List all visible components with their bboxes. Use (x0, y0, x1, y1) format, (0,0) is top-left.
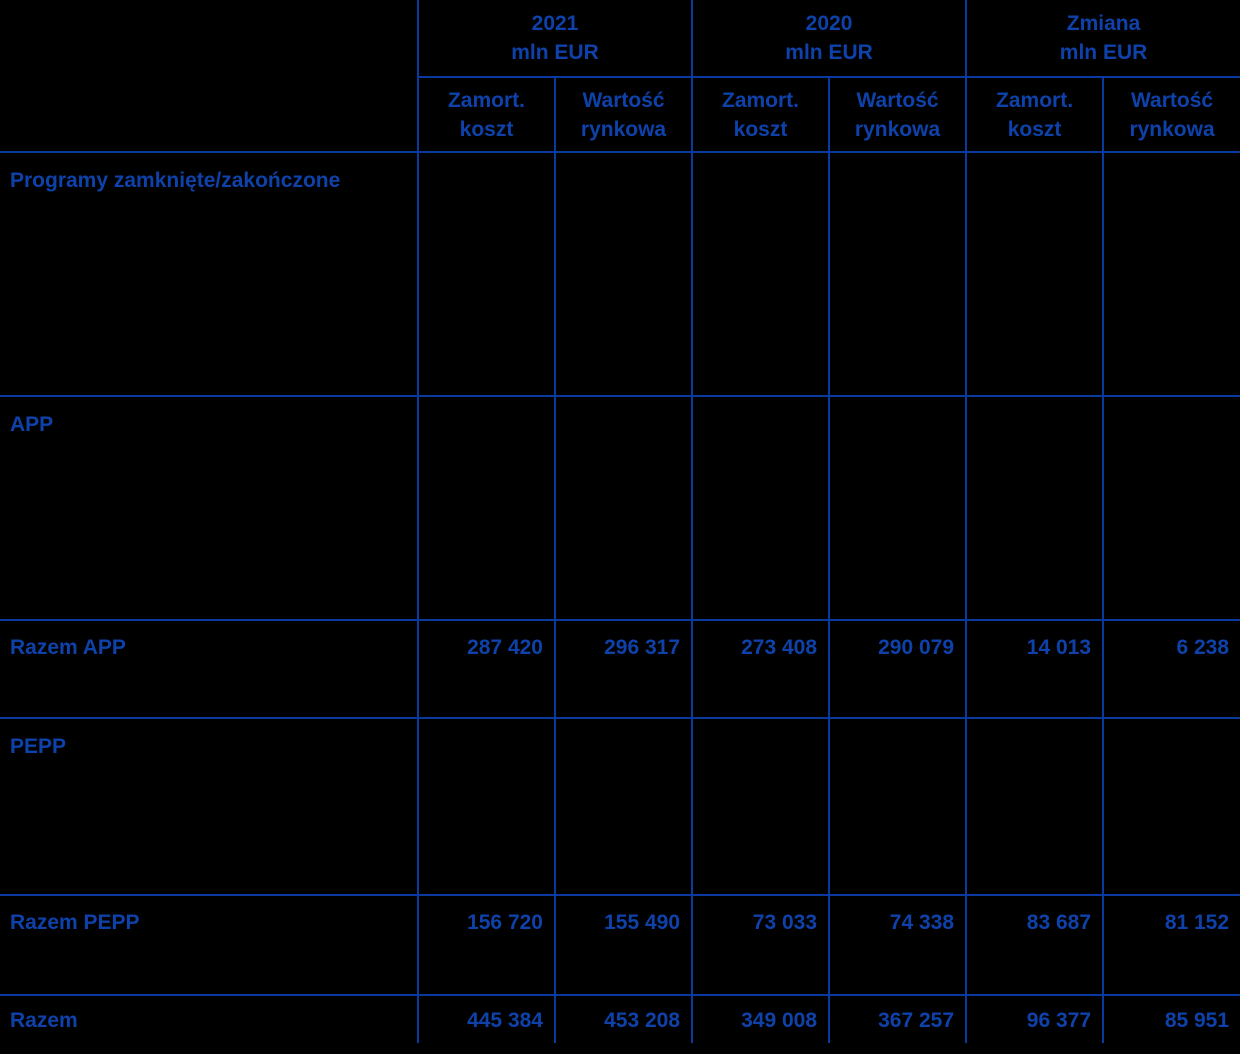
subheader-zamort-koszt: Zamort. koszt (965, 77, 1104, 153)
value-cell (691, 718, 830, 896)
subheader-line2: koszt (459, 117, 514, 141)
subheader-wartosc-rynkowa: Wartość rynkowa (553, 77, 693, 153)
subheader-zamort-koszt: Zamort. koszt (417, 77, 555, 153)
value-cell: 349 008 (691, 995, 830, 1043)
subheader-line2: rynkowa (580, 117, 667, 141)
value-cell (417, 718, 555, 896)
year-header-row: 2021 mln EUR 2020 mln EUR Zmiana mln EUR (0, 0, 1240, 153)
column-group-2020: 2020 mln EUR (691, 0, 967, 78)
group-unit: mln EUR (511, 41, 599, 64)
section-row-programy-zamkniete: Programy zamknięte/zakończone (0, 152, 1240, 397)
value-cell (965, 152, 1104, 397)
subheader-line2: rynkowa (854, 117, 941, 141)
subheader-row: Zamort. koszt Wartość rynkowa Zamort. ko… (0, 77, 1240, 153)
corner-cell (0, 0, 418, 153)
value-cell (1102, 396, 1240, 621)
group-unit: mln EUR (785, 41, 873, 64)
group-year: 2021 (531, 12, 579, 35)
group-year: Zmiana (1066, 12, 1141, 35)
subheader-line1: Wartość (856, 88, 939, 112)
row-label-razem: Razem (10, 1009, 78, 1032)
subheader-line2: koszt (1007, 117, 1062, 141)
value-cell: 290 079 (828, 620, 967, 719)
value-cell: 83 687 (965, 895, 1104, 996)
value-cell: 73 033 (691, 895, 830, 996)
value-cell (553, 718, 693, 896)
value-cell (691, 396, 830, 621)
value-cell (965, 718, 1104, 896)
value-cell: 85 951 (1102, 995, 1240, 1043)
subheader-line1: Zamort. (996, 88, 1074, 112)
row-label-app: APP (0, 396, 418, 621)
total-row-razem-pepp: Razem PEPP 156 720 155 490 73 033 74 338… (0, 895, 1240, 996)
value-cell (828, 152, 967, 397)
subheader-line1: Zamort. (722, 88, 800, 112)
value-cell: 156 720 (417, 895, 555, 996)
subheader-line1: Wartość (1131, 88, 1214, 112)
value-cell: 81 152 (1102, 895, 1240, 996)
value-cell: 6 238 (1102, 620, 1240, 719)
value-cell (553, 396, 693, 621)
value-cell (417, 152, 555, 397)
group-year: 2020 (805, 12, 853, 35)
subheader-wartosc-rynkowa: Wartość rynkowa (1102, 77, 1240, 153)
row-label-razem-app: Razem APP (0, 620, 418, 719)
value-cell (965, 396, 1104, 621)
value-cell: 14 013 (965, 620, 1104, 719)
value-cell: 296 317 (553, 620, 693, 719)
value-cell (1102, 718, 1240, 896)
subheader-zamort-koszt: Zamort. koszt (691, 77, 830, 153)
value-cell: 445 384 (417, 995, 555, 1043)
value-cell: 273 408 (691, 620, 830, 719)
value-cell (417, 396, 555, 621)
value-cell: 96 377 (965, 995, 1104, 1043)
value-cell (828, 718, 967, 896)
row-label-pepp: PEPP (0, 718, 418, 896)
value-cell: 453 208 (553, 995, 693, 1043)
value-cell: 155 490 (553, 895, 693, 996)
group-unit: mln EUR (1059, 41, 1148, 64)
column-group-zmiana: Zmiana mln EUR (965, 0, 1240, 78)
column-group-2021: 2021 mln EUR (416, 0, 693, 78)
value-cell: 74 338 (828, 895, 967, 996)
value-cell (828, 396, 967, 621)
section-row-app: APP (0, 396, 1240, 621)
subheader-line1: Wartość (582, 88, 665, 112)
value-cell: 287 420 (417, 620, 555, 719)
grand-total-row-razem: Razem 445 384 453 208 349 008 367 257 96… (0, 995, 1240, 1043)
value-cell (1102, 152, 1240, 397)
subheader-line2: rynkowa (1129, 117, 1215, 141)
subheader-line2: koszt (733, 117, 788, 141)
subheader-wartosc-rynkowa: Wartość rynkowa (828, 77, 967, 153)
section-row-pepp: PEPP (0, 718, 1240, 896)
value-cell: 367 257 (828, 995, 967, 1043)
value-cell (691, 152, 830, 397)
total-row-razem-app: Razem APP 287 420 296 317 273 408 290 07… (0, 620, 1240, 719)
row-label-razem-pepp: Razem PEPP (0, 895, 418, 996)
subheader-line1: Zamort. (447, 88, 525, 112)
row-label-programy-zamkniete: Programy zamknięte/zakończone (0, 152, 418, 397)
value-cell (553, 152, 693, 397)
